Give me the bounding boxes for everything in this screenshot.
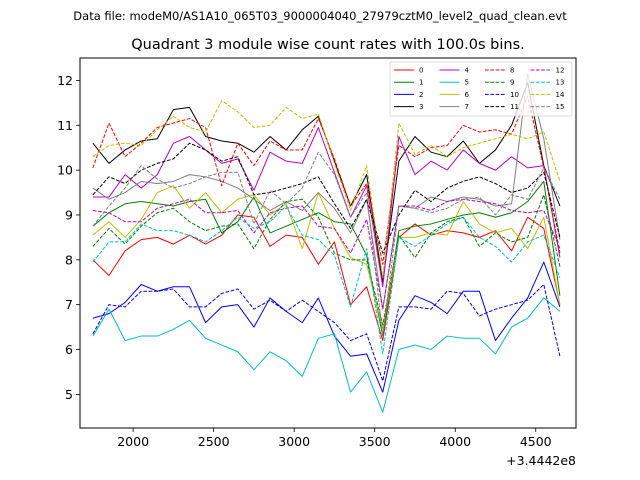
series-line-6 — [92, 185, 561, 330]
series-line-2 — [92, 261, 561, 393]
legend-label-0: 0 — [419, 67, 423, 75]
x-tick-label: 2500 — [198, 434, 230, 449]
y-tick-label: 12 — [57, 73, 73, 88]
legend-label-14: 14 — [556, 91, 565, 99]
legend-label-15: 15 — [556, 103, 565, 111]
plot-lines — [92, 73, 561, 413]
y-axis: 5 6 7 8 9 10 11 12 — [57, 73, 80, 402]
chart-title: Quadrant 3 module wise count rates with … — [131, 37, 525, 53]
x-offset-label: +3.4442e8 — [506, 453, 576, 468]
legend-label-5: 5 — [465, 79, 469, 87]
series-line-1 — [92, 180, 561, 337]
x-tick-label: 3000 — [278, 434, 310, 449]
legend-label-7: 7 — [465, 103, 469, 111]
series-line-15 — [92, 151, 561, 337]
x-tick-label: 4000 — [439, 434, 471, 449]
legend-label-12: 12 — [556, 67, 565, 75]
legend-label-8: 8 — [510, 67, 514, 75]
legend-label-4: 4 — [465, 67, 470, 75]
y-tick-label: 9 — [65, 207, 73, 222]
x-tick-label: 4500 — [520, 434, 552, 449]
legend-label-11: 11 — [510, 103, 519, 111]
legend-label-6: 6 — [465, 91, 470, 99]
series-line-4 — [92, 127, 561, 288]
series-line-10 — [92, 283, 561, 382]
y-tick-label: 7 — [65, 297, 73, 312]
x-tick-label: 2000 — [117, 434, 149, 449]
y-tick-label: 11 — [57, 118, 73, 133]
plot-frame — [79, 57, 577, 429]
legend-label-10: 10 — [510, 91, 519, 99]
series-line-13 — [92, 205, 561, 355]
legend-label-2: 2 — [419, 91, 423, 99]
y-tick-label: 8 — [65, 252, 73, 267]
series-line-8 — [92, 95, 561, 265]
data-file-label: Data file: modeM0/AS1A10_065T03_90000040… — [73, 9, 567, 23]
y-tick-label: 5 — [65, 387, 73, 402]
series-line-0 — [92, 214, 561, 342]
y-tick-label: 10 — [57, 163, 73, 178]
legend-label-3: 3 — [419, 103, 423, 111]
series-line-14 — [92, 100, 561, 279]
series-line-12 — [92, 198, 561, 310]
x-axis: 2000 2500 3000 3500 4000 4500 — [117, 428, 552, 449]
legend-label-9: 9 — [510, 79, 514, 87]
legend-label-13: 13 — [556, 79, 565, 87]
legend-label-1: 1 — [419, 79, 423, 87]
x-tick-label: 3500 — [359, 434, 391, 449]
series-line-9 — [92, 194, 561, 326]
legend-box — [389, 61, 573, 117]
series-line-11 — [92, 142, 561, 254]
y-tick-label: 6 — [65, 342, 73, 357]
series-line-5 — [92, 297, 561, 413]
